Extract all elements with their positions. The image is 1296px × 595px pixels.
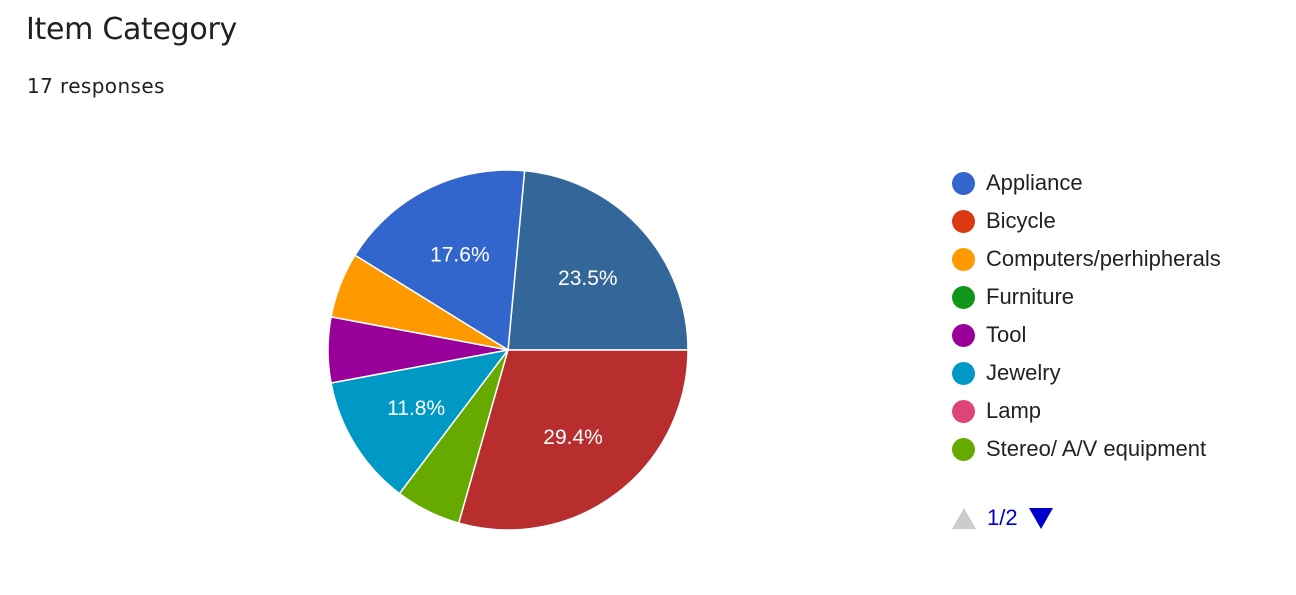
- pie-chart-area: 23.5% 17.6% 11.8% 29.4%: [327, 169, 689, 531]
- pie-slice[interactable]: [457, 349, 689, 531]
- legend-item[interactable]: Stereo/ A/V equipment: [952, 430, 1221, 468]
- legend-label: Appliance: [986, 170, 1083, 195]
- legend-item[interactable]: Furniture: [952, 278, 1221, 316]
- pie-slice-label: 11.8%: [387, 397, 445, 420]
- legend-color-swatch: [952, 323, 975, 347]
- pager-down-arrow-icon[interactable]: [1028, 507, 1053, 529]
- pie-slice[interactable]: [330, 348, 510, 495]
- chart-title: Item Category: [26, 12, 237, 47]
- pie-chart: 23.5% 17.6% 11.8% 29.4%: [327, 169, 689, 531]
- legend-item[interactable]: Tool: [952, 316, 1221, 354]
- pager-page-indicator: 1/2: [987, 505, 1018, 530]
- legend-pager: 1/2: [952, 505, 1053, 531]
- legend-color-swatch: [952, 361, 975, 385]
- legend-label: Tool: [986, 322, 1027, 347]
- response-count: 17 responses: [27, 74, 165, 98]
- legend-item[interactable]: Appliance: [952, 164, 1221, 202]
- pie-slice[interactable]: [353, 169, 526, 352]
- legend-label: Jewelry: [986, 360, 1061, 385]
- legend-label: Stereo/ A/V equipment: [986, 436, 1207, 461]
- legend-label: Furniture: [986, 284, 1075, 309]
- pie-slice-label: 17.6%: [430, 243, 490, 266]
- legend-item[interactable]: Computers/perhipherals: [952, 240, 1221, 278]
- chart-legend: Appliance Bicycle Computers/perhipherals Fu…: [952, 164, 1221, 468]
- legend-color-swatch: [952, 399, 975, 423]
- legend-item[interactable]: Lamp: [952, 392, 1221, 430]
- pie-slice-label: 29.4%: [543, 426, 603, 449]
- legend-item[interactable]: Jewelry: [952, 354, 1221, 392]
- legend-item[interactable]: Bicycle: [952, 202, 1221, 240]
- legend-color-swatch: [952, 247, 975, 271]
- pie-slice[interactable]: [507, 169, 689, 351]
- pie-slice-label: 23.5%: [558, 267, 618, 290]
- legend-color-swatch: [952, 171, 975, 195]
- pager-up-arrow-icon: [952, 507, 976, 529]
- legend-label: Bicycle: [986, 208, 1056, 233]
- legend-color-swatch: [952, 437, 975, 461]
- legend-label: Computers/perhipherals: [986, 246, 1221, 271]
- legend-label: Lamp: [986, 398, 1042, 423]
- legend-color-swatch: [952, 285, 975, 309]
- legend-color-swatch: [952, 209, 975, 233]
